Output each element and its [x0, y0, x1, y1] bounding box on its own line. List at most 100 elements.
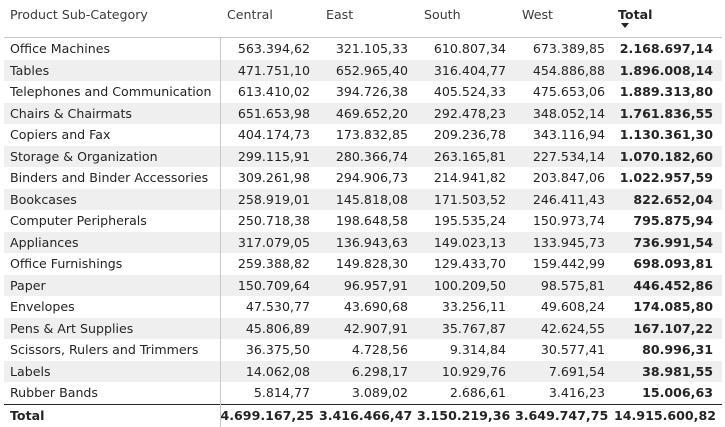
value-cell-south: 10.929,76 [417, 360, 515, 382]
table-row[interactable]: Chairs & Chairmats 651.653,98 469.652,20 29… [4, 102, 722, 124]
value-cell-west: 49.608,24 [540, 299, 605, 315]
row-total-cell: 2.168.697,14 [619, 41, 713, 57]
value-cell-east: 280.366,74 [319, 145, 417, 167]
value-cell-west: 348.052,14 [515, 102, 614, 124]
column-header-product-sub-category[interactable]: Product Sub-Category [4, 2, 220, 38]
row-total-cell: 15.006,63 [642, 385, 713, 401]
row-header-sub-category[interactable]: Binders and Binder Accessories [10, 170, 209, 186]
row-total-cell: 167.107,22 [614, 317, 722, 339]
value-cell-west: 673.389,85 [532, 41, 605, 57]
value-cell-east: 198.648,58 [335, 213, 408, 229]
value-cell-central: 5.814,77 [219, 382, 319, 404]
value-cell-east: 6.298,17 [319, 360, 417, 382]
total-row-label: Total [4, 403, 220, 427]
value-cell-west: 246.411,43 [515, 188, 614, 210]
value-cell-south: 195.535,24 [433, 213, 506, 229]
table-row[interactable]: Rubber Bands 5.814,77 3.089,02 2.686,61 3.41… [4, 382, 722, 404]
value-cell-central: 259.388,82 [219, 253, 319, 275]
row-header-sub-category[interactable]: Labels [4, 360, 220, 382]
table-row[interactable]: Office Furnishings 259.388,82 149.828,30 12… [4, 253, 722, 275]
value-cell-east: 149.828,30 [335, 256, 408, 272]
value-cell-west: 98.575,81 [515, 274, 614, 296]
value-cell-south: 100.209,50 [417, 274, 515, 296]
value-cell-west: 30.577,41 [540, 342, 605, 358]
table-row[interactable]: Labels 14.062,08 6.298,17 10.929,76 7.691,54… [4, 360, 722, 382]
table-row[interactable]: Storage & Organization 299.115,91 280.366,… [4, 145, 722, 167]
value-cell-south: 171.503,52 [417, 188, 515, 210]
value-cell-south: 2.686,61 [449, 385, 506, 401]
value-cell-east: 96.957,91 [319, 274, 417, 296]
column-header-south[interactable]: South [417, 2, 515, 38]
row-header-sub-category[interactable]: Rubber Bands [10, 385, 98, 401]
value-cell-south: 149.023,13 [417, 231, 515, 253]
table-row[interactable]: Pens & Art Supplies 45.806,89 42.907,91 35.… [4, 317, 722, 339]
table-row[interactable]: Bookcases 258.919,01 145.818,08 171.503,52 2… [4, 188, 722, 210]
row-header-sub-category[interactable]: Copiers and Fax [10, 127, 111, 143]
row-total-cell: 1.761.836,55 [614, 102, 722, 124]
grand-total-cell: 14.915.600,82 [614, 403, 722, 427]
table-row[interactable]: Scissors, Rulers and Trimmers 36.375,50 4.… [4, 339, 722, 361]
value-cell-west: 3.416,23 [548, 385, 605, 401]
sort-descending-icon[interactable] [621, 23, 629, 28]
value-cell-east: 652.965,40 [319, 59, 417, 81]
table-row[interactable]: Envelopes 47.530,77 43.690,68 33.256,11 49.6… [4, 296, 722, 318]
row-header-sub-category[interactable]: Office Machines [10, 41, 111, 57]
value-cell-central: 651.653,98 [219, 102, 319, 124]
row-total-cell: 822.652,04 [614, 188, 722, 210]
value-cell-south: 292.478,23 [417, 102, 515, 124]
table-row[interactable]: Copiers and Fax 404.174,73 173.832,85 209.2… [4, 124, 722, 146]
value-cell-west: 343.116,94 [532, 127, 605, 143]
value-cell-south: 316.404,77 [417, 59, 515, 81]
value-cell-west: 203.847,06 [532, 170, 605, 186]
row-header-sub-category[interactable]: Computer Peripherals [10, 213, 147, 229]
row-total-cell: 1.070.182,60 [614, 145, 722, 167]
row-header-sub-category[interactable]: Office Furnishings [10, 256, 123, 272]
column-header-total[interactable]: Total [614, 2, 722, 38]
value-cell-east: 42.907,91 [319, 317, 417, 339]
value-cell-south: 35.767,87 [417, 317, 515, 339]
value-cell-east: 294.906,73 [335, 170, 408, 186]
value-cell-east: 321.105,33 [335, 41, 408, 57]
value-cell-east: 173.832,85 [335, 127, 408, 143]
value-cell-west: 42.624,55 [515, 317, 614, 339]
table-row[interactable]: Tables 471.751,10 652.965,40 316.404,77 454.… [4, 59, 722, 81]
value-cell-west: 227.534,14 [515, 145, 614, 167]
row-header-sub-category[interactable]: Tables [4, 59, 220, 81]
column-header-central[interactable]: Central [220, 2, 319, 38]
row-header-sub-category[interactable]: Paper [4, 274, 220, 296]
table-row[interactable]: Office Machines 563.394,62 321.105,33 610.8… [4, 37, 722, 60]
row-header-sub-category[interactable]: Bookcases [4, 188, 220, 210]
row-header-sub-category[interactable]: Storage & Organization [4, 145, 220, 167]
table-row[interactable]: Telephones and Communication 613.410,02 39… [4, 81, 722, 103]
value-cell-south: 129.433,70 [433, 256, 506, 272]
column-header-west[interactable]: West [515, 2, 614, 38]
table-row[interactable]: Paper 150.709,64 96.957,91 100.209,50 98.575… [4, 274, 722, 296]
column-header-east[interactable]: East [319, 2, 417, 38]
row-header-sub-category[interactable]: Appliances [4, 231, 220, 253]
value-cell-central: 317.079,05 [219, 231, 319, 253]
value-cell-east: 43.690,68 [343, 299, 408, 315]
row-total-cell: 38.981,55 [614, 360, 722, 382]
row-header-sub-category[interactable]: Scissors, Rulers and Trimmers [10, 342, 199, 358]
row-total-cell: 736.991,54 [614, 231, 722, 253]
row-header-sub-category[interactable]: Pens & Art Supplies [4, 317, 220, 339]
value-cell-central: 150.709,64 [219, 274, 319, 296]
row-header-sub-category[interactable]: Chairs & Chairmats [4, 102, 220, 124]
total-row: Total 4.699.167,25 3.416.466,47 3.150.21… [4, 403, 722, 427]
value-cell-west: 454.886,88 [515, 59, 614, 81]
table-row[interactable]: Binders and Binder Accessories 309.261,98… [4, 167, 722, 189]
value-cell-south: 214.941,82 [433, 170, 506, 186]
value-cell-central: 613.410,02 [219, 81, 319, 103]
row-header-sub-category[interactable]: Envelopes [10, 299, 75, 315]
table-row[interactable]: Computer Peripherals 250.718,38 198.648,58… [4, 210, 722, 232]
value-cell-west: 475.653,06 [532, 84, 605, 100]
value-cell-south: 263.165,81 [417, 145, 515, 167]
row-header-sub-category[interactable]: Telephones and Communication [10, 84, 212, 100]
matrix-body: Office Machines 563.394,62 321.105,33 610.8… [4, 37, 722, 404]
value-cell-south: 610.807,34 [433, 41, 506, 57]
value-cell-central: 14.062,08 [219, 360, 319, 382]
table-row[interactable]: Appliances 317.079,05 136.943,63 149.023,13… [4, 231, 722, 253]
column-header-total-label: Total [618, 7, 653, 22]
value-cell-east: 4.728,56 [351, 342, 408, 358]
row-total-cell: 1.022.957,59 [619, 170, 713, 186]
